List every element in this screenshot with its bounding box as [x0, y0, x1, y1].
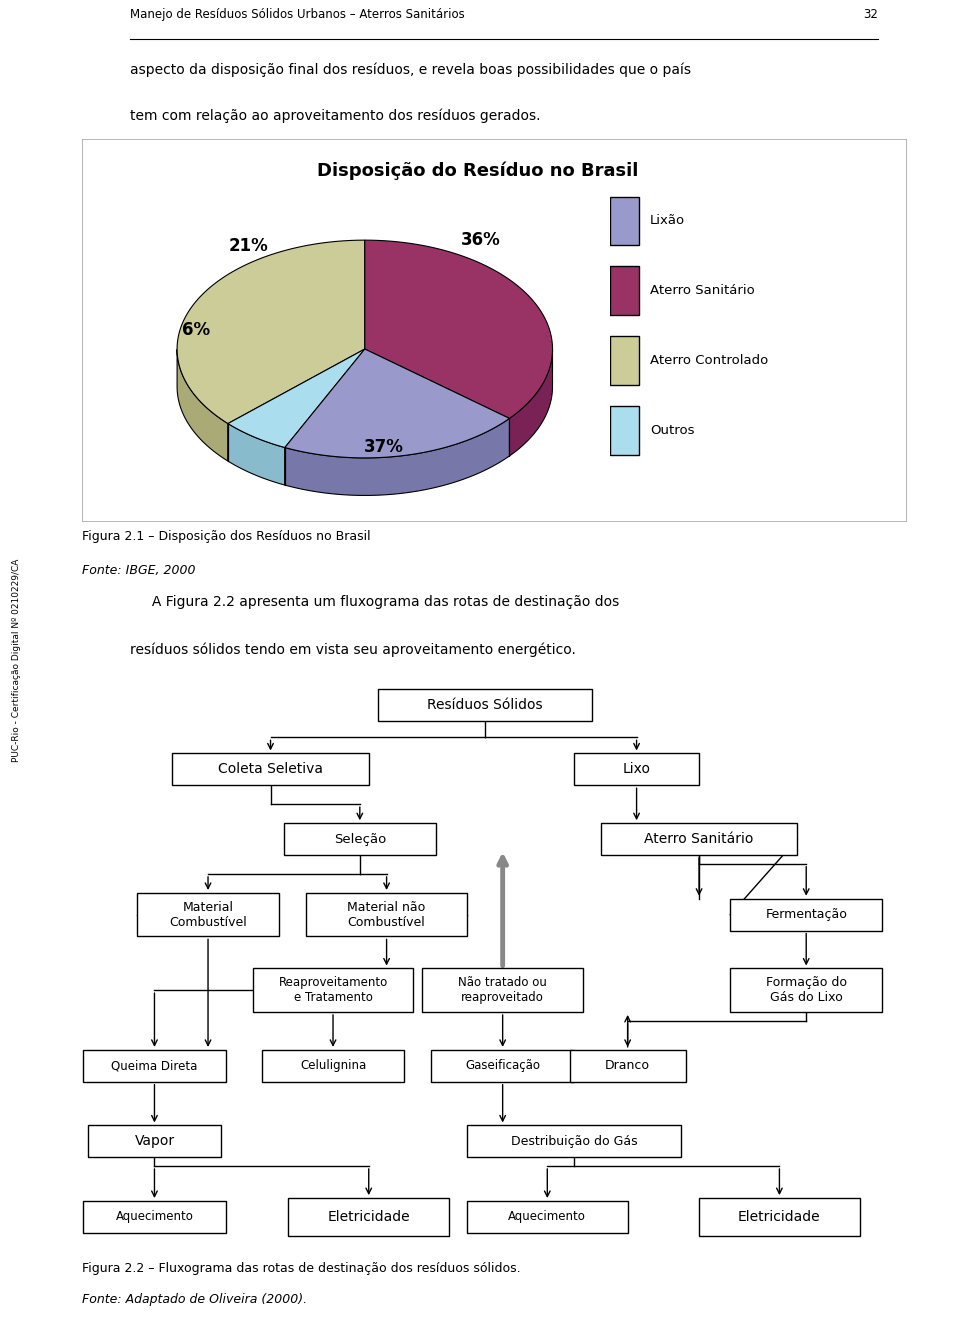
FancyBboxPatch shape — [306, 893, 467, 937]
Text: Coleta Seletiva: Coleta Seletiva — [218, 762, 323, 777]
Bar — [610, 407, 639, 454]
Text: Fermentação: Fermentação — [765, 908, 847, 921]
Text: Fonte: IBGE, 2000: Fonte: IBGE, 2000 — [82, 564, 195, 577]
Text: Resíduos Sólidos: Resíduos Sólidos — [427, 699, 542, 712]
Text: Não tratado ou
reaproveitado: Não tratado ou reaproveitado — [458, 976, 547, 1004]
FancyBboxPatch shape — [699, 1198, 860, 1236]
Text: Reaproveitamento
e Tratamento: Reaproveitamento e Tratamento — [278, 976, 388, 1004]
FancyBboxPatch shape — [731, 898, 882, 930]
FancyBboxPatch shape — [467, 1201, 628, 1232]
Text: Vapor: Vapor — [134, 1135, 175, 1148]
FancyBboxPatch shape — [252, 968, 414, 1012]
Text: Destribuição do Gás: Destribuição do Gás — [511, 1135, 637, 1148]
Text: Figura 2.2 – Fluxograma das rotas de destinação dos resíduos sólidos.: Figura 2.2 – Fluxograma das rotas de des… — [82, 1262, 520, 1275]
FancyBboxPatch shape — [574, 753, 699, 785]
Polygon shape — [228, 349, 365, 448]
Text: Gaseificação: Gaseificação — [466, 1059, 540, 1073]
Text: Aterro Sanitário: Aterro Sanitário — [644, 832, 754, 845]
FancyBboxPatch shape — [569, 1050, 685, 1082]
Text: 6%: 6% — [181, 321, 210, 339]
Text: Seleção: Seleção — [334, 832, 386, 845]
FancyBboxPatch shape — [731, 968, 882, 1012]
Text: Aterro Controlado: Aterro Controlado — [650, 354, 768, 367]
Bar — [610, 267, 639, 314]
Polygon shape — [510, 350, 553, 456]
FancyBboxPatch shape — [136, 893, 279, 937]
FancyBboxPatch shape — [83, 1050, 226, 1082]
Text: PUC-Rio - Certificação Digital Nº 0210229/CA: PUC-Rio - Certificação Digital Nº 021022… — [12, 559, 21, 762]
Text: tem com relação ao aproveitamento dos resíduos gerados.: tem com relação ao aproveitamento dos re… — [130, 108, 540, 123]
Text: 36%: 36% — [462, 231, 501, 250]
Polygon shape — [228, 424, 285, 485]
Text: 32: 32 — [864, 8, 878, 21]
Bar — [610, 197, 639, 246]
Text: Outros: Outros — [650, 424, 694, 437]
FancyBboxPatch shape — [377, 690, 592, 721]
Text: Dranco: Dranco — [605, 1059, 650, 1073]
Text: Fonte: Adaptado de Oliveira (2000).: Fonte: Adaptado de Oliveira (2000). — [82, 1293, 307, 1306]
FancyBboxPatch shape — [288, 1198, 449, 1236]
Polygon shape — [177, 240, 365, 424]
Text: Celulignina: Celulignina — [300, 1059, 366, 1073]
Polygon shape — [285, 349, 510, 458]
Text: A Figura 2.2 apresenta um fluxograma das rotas de destinação dos: A Figura 2.2 apresenta um fluxograma das… — [130, 596, 619, 609]
Text: Formação do
Gás do Lixo: Formação do Gás do Lixo — [766, 976, 847, 1004]
Text: Eletricidade: Eletricidade — [738, 1210, 821, 1223]
Text: Aquecimento: Aquecimento — [115, 1210, 193, 1223]
FancyBboxPatch shape — [422, 968, 583, 1012]
Text: 37%: 37% — [364, 437, 403, 456]
Text: Aterro Sanitário: Aterro Sanitário — [650, 284, 755, 297]
Text: Eletricidade: Eletricidade — [327, 1210, 410, 1223]
FancyBboxPatch shape — [431, 1050, 574, 1082]
Polygon shape — [365, 240, 553, 419]
Text: resíduos sólidos tendo em vista seu aproveitamento energético.: resíduos sólidos tendo em vista seu apro… — [130, 642, 576, 657]
FancyBboxPatch shape — [173, 753, 369, 785]
FancyBboxPatch shape — [601, 823, 798, 855]
Text: Aquecimento: Aquecimento — [509, 1210, 587, 1223]
Text: Queima Direta: Queima Direta — [111, 1059, 198, 1073]
Bar — [610, 337, 639, 384]
Polygon shape — [177, 349, 228, 461]
Polygon shape — [285, 419, 510, 495]
FancyBboxPatch shape — [284, 823, 436, 855]
Text: Material
Combustível: Material Combustível — [169, 901, 247, 929]
FancyBboxPatch shape — [261, 1050, 404, 1082]
Text: Material não
Combustível: Material não Combustível — [348, 901, 425, 929]
Text: Figura 2.1 – Disposição dos Resíduos no Brasil: Figura 2.1 – Disposição dos Resíduos no … — [82, 530, 371, 543]
Text: Lixão: Lixão — [650, 214, 685, 227]
FancyBboxPatch shape — [467, 1125, 682, 1157]
Text: 21%: 21% — [228, 236, 268, 255]
FancyBboxPatch shape — [87, 1125, 222, 1157]
FancyBboxPatch shape — [83, 1201, 226, 1232]
Text: Manejo de Resíduos Sólidos Urbanos – Aterros Sanitários: Manejo de Resíduos Sólidos Urbanos – Ate… — [130, 8, 465, 21]
Text: Disposição do Resíduo no Brasil: Disposição do Resíduo no Brasil — [317, 161, 638, 180]
Text: aspecto da disposição final dos resíduos, e revela boas possibilidades que o paí: aspecto da disposição final dos resíduos… — [130, 62, 691, 77]
Text: Lixo: Lixo — [623, 762, 651, 777]
